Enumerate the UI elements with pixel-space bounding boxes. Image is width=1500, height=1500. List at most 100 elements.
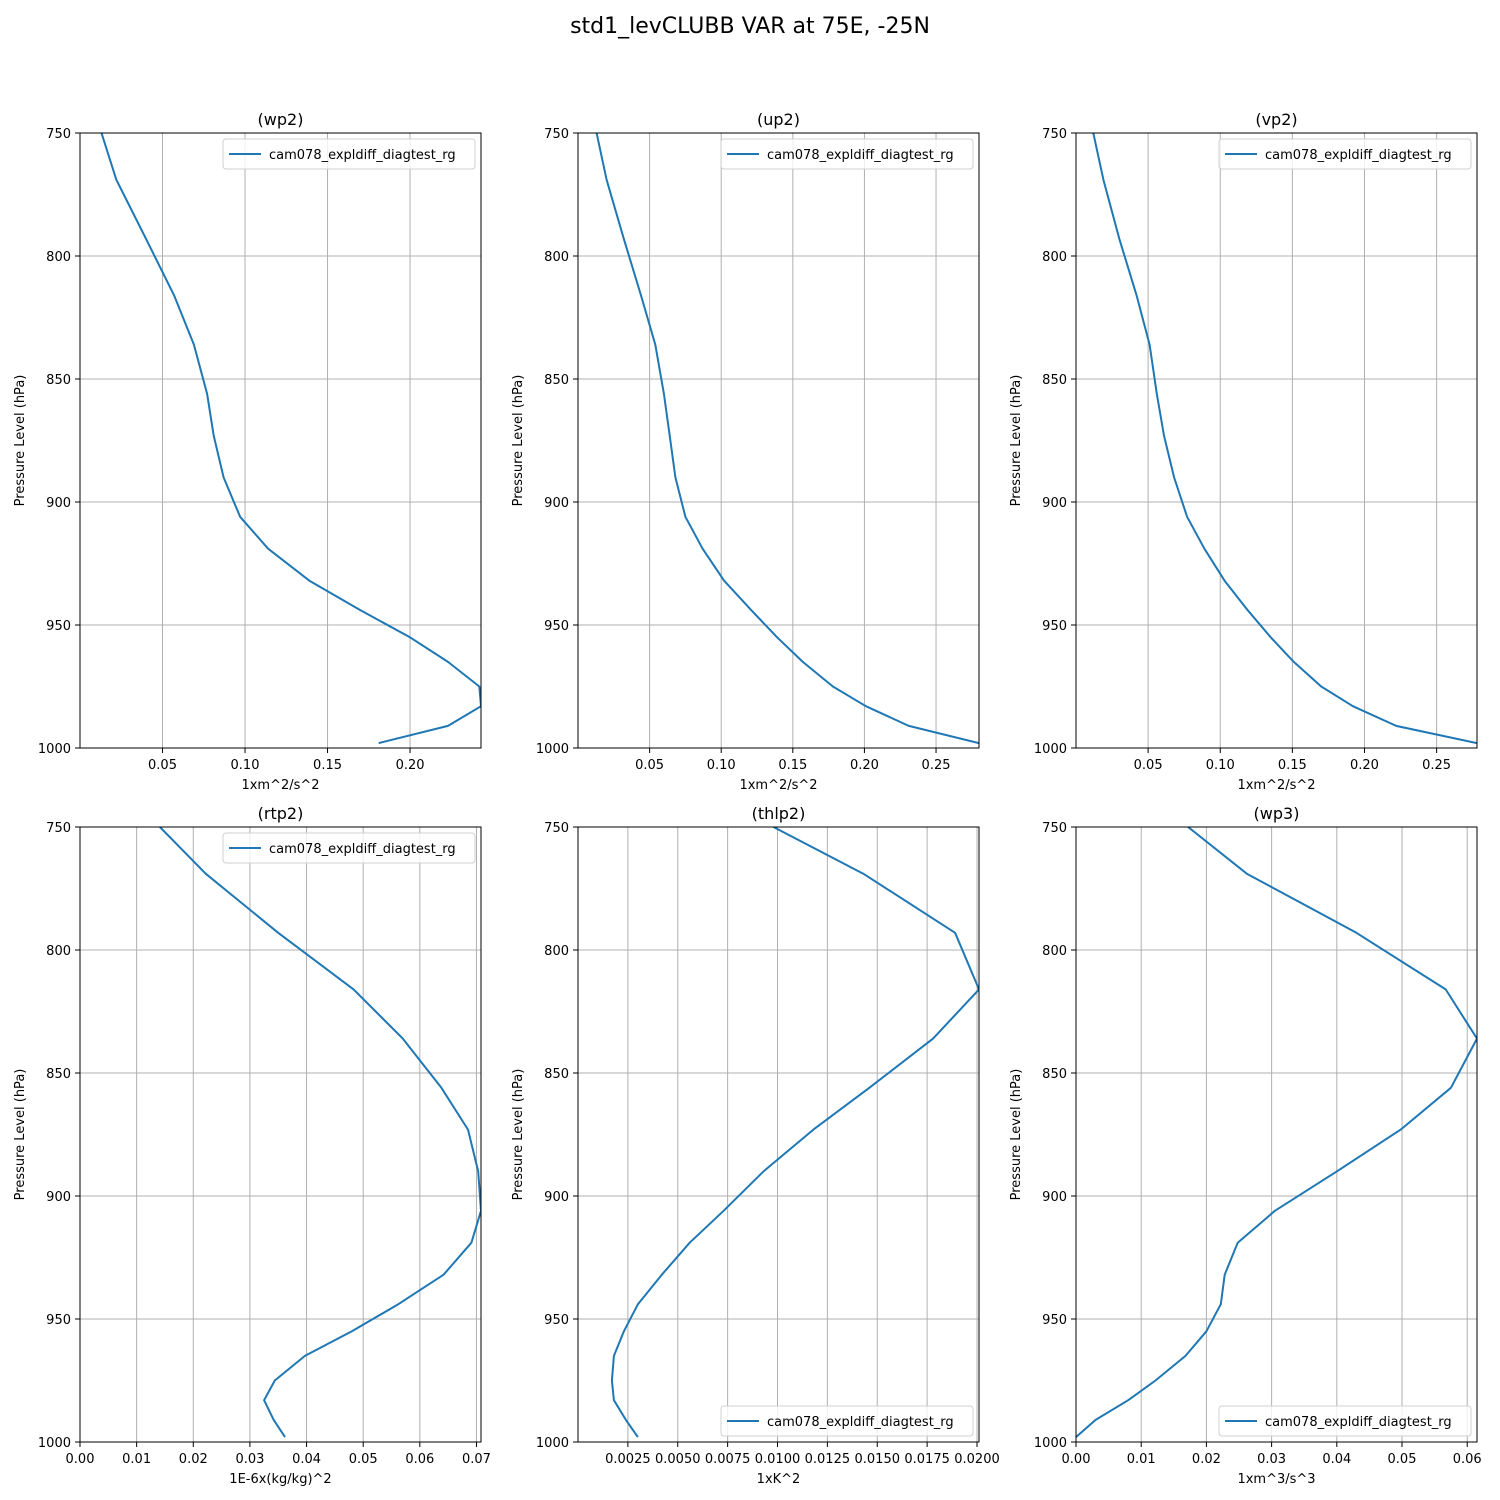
y-tick-label: 850 xyxy=(46,373,71,388)
y-tick-label: 800 xyxy=(46,944,71,959)
x-tick-label: 0.06 xyxy=(405,1452,434,1467)
y-tick-label: 950 xyxy=(1042,1313,1067,1328)
series-line xyxy=(1092,133,1477,745)
axes-frame xyxy=(79,132,482,749)
subplot-title: (thlp2) xyxy=(752,804,806,823)
series-line xyxy=(159,827,481,1438)
x-tick-label: 0.03 xyxy=(1257,1452,1286,1467)
x-tick-label: 0.0100 xyxy=(755,1452,801,1467)
y-tick-label: 750 xyxy=(544,821,569,836)
y-tick-label: 1000 xyxy=(1034,742,1067,757)
subplot-title: (vp2) xyxy=(1255,110,1297,129)
x-tick-label: 0.05 xyxy=(349,1452,378,1467)
axes-frame xyxy=(1075,826,1478,1443)
x-tick-label: 0.06 xyxy=(1453,1452,1482,1467)
x-tick-label: 0.03 xyxy=(235,1452,264,1467)
y-axis-label: Pressure Level (hPa) xyxy=(511,375,526,507)
x-tick-label: 0.25 xyxy=(1422,758,1451,773)
subplot-3: 0.05 0.10 0.15 0.20 0.25 750 800 850 900 950 1000 (… xyxy=(1009,110,1478,793)
subplot-title: (up2) xyxy=(757,110,800,129)
y-tick-label: 900 xyxy=(1042,1190,1067,1205)
y-axis-label: Pressure Level (hPa) xyxy=(511,1069,526,1201)
y-tick-label: 850 xyxy=(1042,373,1067,388)
x-axis-label: 1xm^3/s^3 xyxy=(1237,1472,1315,1487)
subplot-4: 0.00 0.01 0.02 0.03 0.04 0.05 0.06 0.07 750 800 85… xyxy=(13,804,491,1487)
x-tick-label: 0.20 xyxy=(850,758,879,773)
legend: cam078_expldiff_diagtest_rg xyxy=(720,138,974,170)
x-tick-label: 0.0150 xyxy=(855,1452,901,1467)
x-tick-label: 0.0200 xyxy=(954,1452,1000,1467)
legend-box xyxy=(1218,1405,1472,1437)
legend-box xyxy=(720,138,974,170)
y-tick-label: 850 xyxy=(544,1067,569,1082)
axes-frame xyxy=(577,132,980,749)
x-tick-label: 0.20 xyxy=(1350,758,1379,773)
y-axis-label: Pressure Level (hPa) xyxy=(13,1069,28,1201)
y-tick-label: 950 xyxy=(544,1313,569,1328)
x-tick-label: 0.0075 xyxy=(705,1452,751,1467)
y-tick-label: 850 xyxy=(544,373,569,388)
series-line xyxy=(1076,827,1477,1438)
x-tick-label: 0.10 xyxy=(1206,758,1235,773)
y-tick-label: 950 xyxy=(544,619,569,634)
y-tick-label: 800 xyxy=(544,944,569,959)
legend-label: cam078_expldiff_diagtest_rg xyxy=(767,1415,954,1430)
y-tick-label: 900 xyxy=(46,1190,71,1205)
x-axis-label: 1xm^2/s^2 xyxy=(241,778,319,793)
y-tick-label: 800 xyxy=(1042,250,1067,265)
x-tick-label: 0.10 xyxy=(707,758,736,773)
subplot-1: 0.05 0.10 0.15 0.20 750 800 850 900 950 1000 (wp2)… xyxy=(13,110,482,793)
y-tick-label: 750 xyxy=(1042,127,1067,142)
legend-box xyxy=(1218,138,1472,170)
legend-box xyxy=(222,832,476,864)
axes-frame xyxy=(1075,132,1478,749)
y-tick-label: 950 xyxy=(46,619,71,634)
y-tick-label: 800 xyxy=(46,250,71,265)
legend: cam078_expldiff_diagtest_rg xyxy=(1218,138,1472,170)
x-tick-label: 0.05 xyxy=(1388,1452,1417,1467)
x-tick-label: 0.04 xyxy=(292,1452,321,1467)
subplot-title: (wp2) xyxy=(258,110,304,129)
x-tick-label: 0.15 xyxy=(1278,758,1307,773)
series-line xyxy=(100,133,481,745)
legend: cam078_expldiff_diagtest_rg xyxy=(222,832,476,864)
legend-label: cam078_expldiff_diagtest_rg xyxy=(269,148,456,163)
y-tick-label: 950 xyxy=(1042,619,1067,634)
y-tick-label: 800 xyxy=(544,250,569,265)
y-tick-label: 900 xyxy=(46,496,71,511)
legend: cam078_expldiff_diagtest_rg xyxy=(1218,1405,1472,1437)
y-tick-label: 900 xyxy=(544,1190,569,1205)
legend-label: cam078_expldiff_diagtest_rg xyxy=(1265,148,1452,163)
y-tick-label: 900 xyxy=(1042,496,1067,511)
x-tick-label: 0.02 xyxy=(1192,1452,1221,1467)
x-tick-label: 0.20 xyxy=(396,758,425,773)
x-tick-label: 0.10 xyxy=(231,758,260,773)
y-tick-label: 850 xyxy=(46,1067,71,1082)
y-tick-label: 1000 xyxy=(536,1436,569,1451)
y-axis-label: Pressure Level (hPa) xyxy=(1009,375,1024,507)
subplot-5: 0.0025 0.0050 0.0075 0.0100 0.0125 0.0150 0.01… xyxy=(511,804,1000,1487)
y-tick-label: 850 xyxy=(1042,1067,1067,1082)
x-tick-label: 0.00 xyxy=(1062,1452,1091,1467)
x-tick-label: 0.15 xyxy=(778,758,807,773)
y-tick-label: 900 xyxy=(544,496,569,511)
legend: cam078_expldiff_diagtest_rg xyxy=(222,138,476,170)
x-tick-label: 0.0025 xyxy=(605,1452,651,1467)
figure-title: std1_levCLUBB VAR at 75E, -25N xyxy=(570,14,930,39)
x-tick-label: 0.02 xyxy=(179,1452,208,1467)
legend-label: cam078_expldiff_diagtest_rg xyxy=(1265,1415,1452,1430)
x-tick-label: 0.01 xyxy=(1127,1452,1156,1467)
x-tick-label: 0.05 xyxy=(148,758,177,773)
y-tick-label: 750 xyxy=(544,127,569,142)
y-axis-label: Pressure Level (hPa) xyxy=(1009,1069,1024,1201)
legend-label: cam078_expldiff_diagtest_rg xyxy=(269,842,456,857)
y-tick-label: 1000 xyxy=(38,1436,71,1451)
x-tick-label: 0.05 xyxy=(1134,758,1163,773)
y-axis-label: Pressure Level (hPa) xyxy=(13,375,28,507)
x-axis-label: 1xm^2/s^2 xyxy=(739,778,817,793)
y-tick-label: 1000 xyxy=(1034,1436,1067,1451)
legend-box xyxy=(222,138,476,170)
axes-frame xyxy=(577,826,980,1443)
series-line xyxy=(595,133,979,745)
